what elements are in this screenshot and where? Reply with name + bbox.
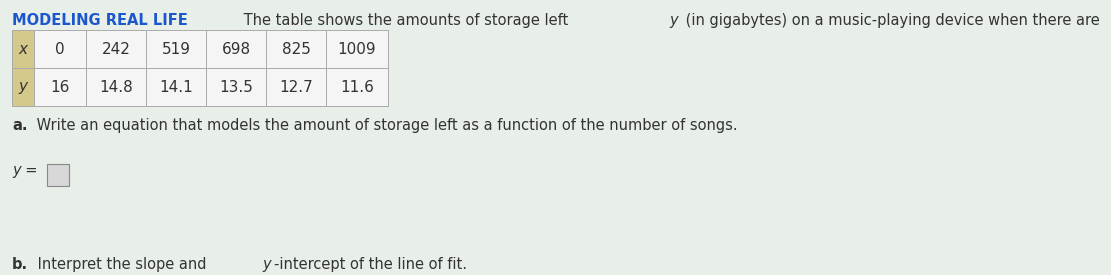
Text: b.: b. — [12, 257, 28, 272]
Text: 0: 0 — [56, 42, 64, 56]
Text: MODELING REAL LIFE: MODELING REAL LIFE — [12, 13, 188, 28]
Text: The table shows the amounts of storage left: The table shows the amounts of storage l… — [239, 13, 572, 28]
Text: 1009: 1009 — [338, 42, 377, 56]
Text: x: x — [19, 42, 28, 56]
Bar — [34, 68, 86, 106]
Bar — [12, 68, 34, 106]
Text: -intercept of the line of fit.: -intercept of the line of fit. — [273, 257, 467, 272]
Bar — [12, 30, 34, 68]
Bar — [206, 68, 266, 106]
Bar — [47, 164, 69, 186]
Text: 12.7: 12.7 — [279, 79, 313, 95]
Bar — [86, 68, 146, 106]
Bar — [34, 30, 86, 68]
Text: 242: 242 — [101, 42, 130, 56]
Text: y: y — [19, 79, 28, 95]
Text: (in gigabytes) on a music-playing device when there are: (in gigabytes) on a music-playing device… — [681, 13, 1104, 28]
Text: Interpret the slope and: Interpret the slope and — [33, 257, 211, 272]
Bar — [206, 30, 266, 68]
Text: y: y — [262, 257, 271, 272]
Text: 698: 698 — [221, 42, 251, 56]
Text: y =: y = — [12, 163, 38, 178]
Text: a.: a. — [12, 118, 28, 133]
Bar — [326, 30, 388, 68]
Bar — [86, 30, 146, 68]
Text: 825: 825 — [281, 42, 310, 56]
Text: 14.1: 14.1 — [159, 79, 193, 95]
Text: 11.6: 11.6 — [340, 79, 374, 95]
Bar — [146, 30, 206, 68]
Text: Write an equation that models the amount of storage left as a function of the nu: Write an equation that models the amount… — [32, 118, 738, 133]
Bar — [326, 68, 388, 106]
Bar — [266, 68, 326, 106]
Text: 14.8: 14.8 — [99, 79, 133, 95]
Bar — [266, 30, 326, 68]
Bar — [146, 68, 206, 106]
Text: 16: 16 — [50, 79, 70, 95]
Text: 13.5: 13.5 — [219, 79, 253, 95]
Text: y: y — [670, 13, 678, 28]
Text: 519: 519 — [161, 42, 190, 56]
